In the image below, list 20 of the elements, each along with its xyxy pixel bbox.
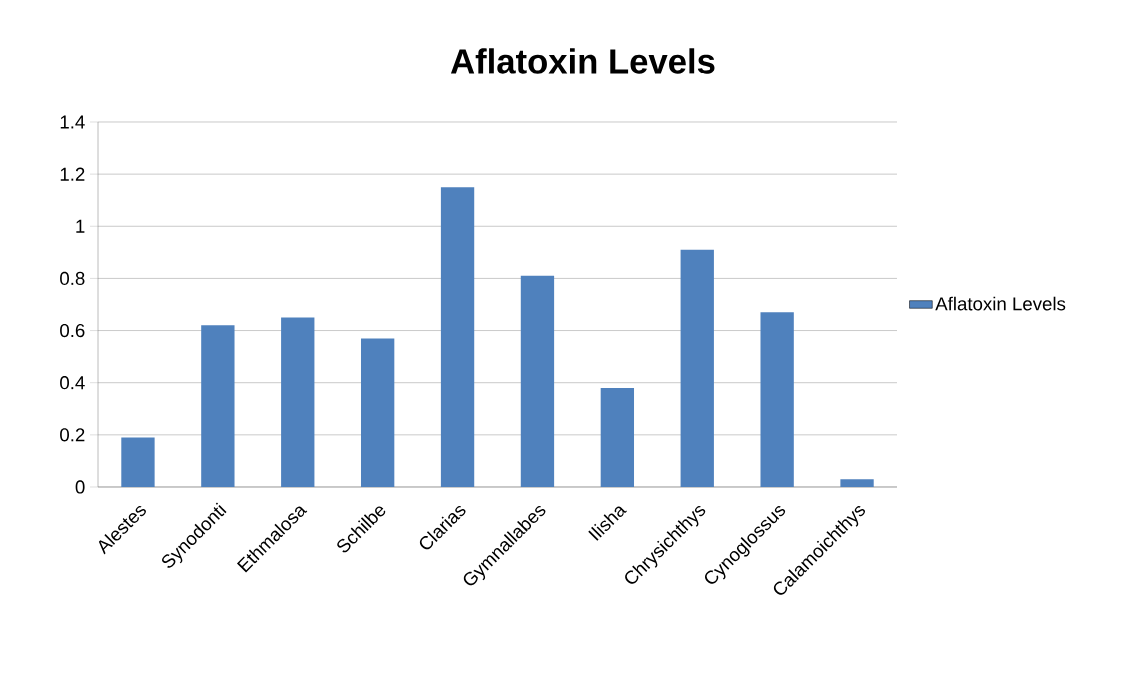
y-tick-label: 1.2 [60,167,85,181]
bar [520,275,555,487]
y-tick-label: 1 [76,219,85,233]
bar [600,387,635,487]
y-tick-label: 0.6 [60,323,85,338]
y-tick-label: 0.2 [60,428,85,442]
bar [840,479,874,487]
y-tick-label: 0.4 [60,376,85,390]
bar [360,338,395,487]
bar [440,187,475,487]
bar [680,249,714,487]
legend-label: Aflatoxin Levels [935,296,1066,311]
y-tick-label: 0.8 [60,271,85,286]
bar [760,312,794,487]
bar [121,437,155,487]
bar [281,317,315,487]
y-tick-label: 1.4 [60,115,85,129]
chart-title: Aflatoxin Levels [450,48,715,74]
y-tick-label: 0 [75,480,85,494]
bar [201,325,235,487]
